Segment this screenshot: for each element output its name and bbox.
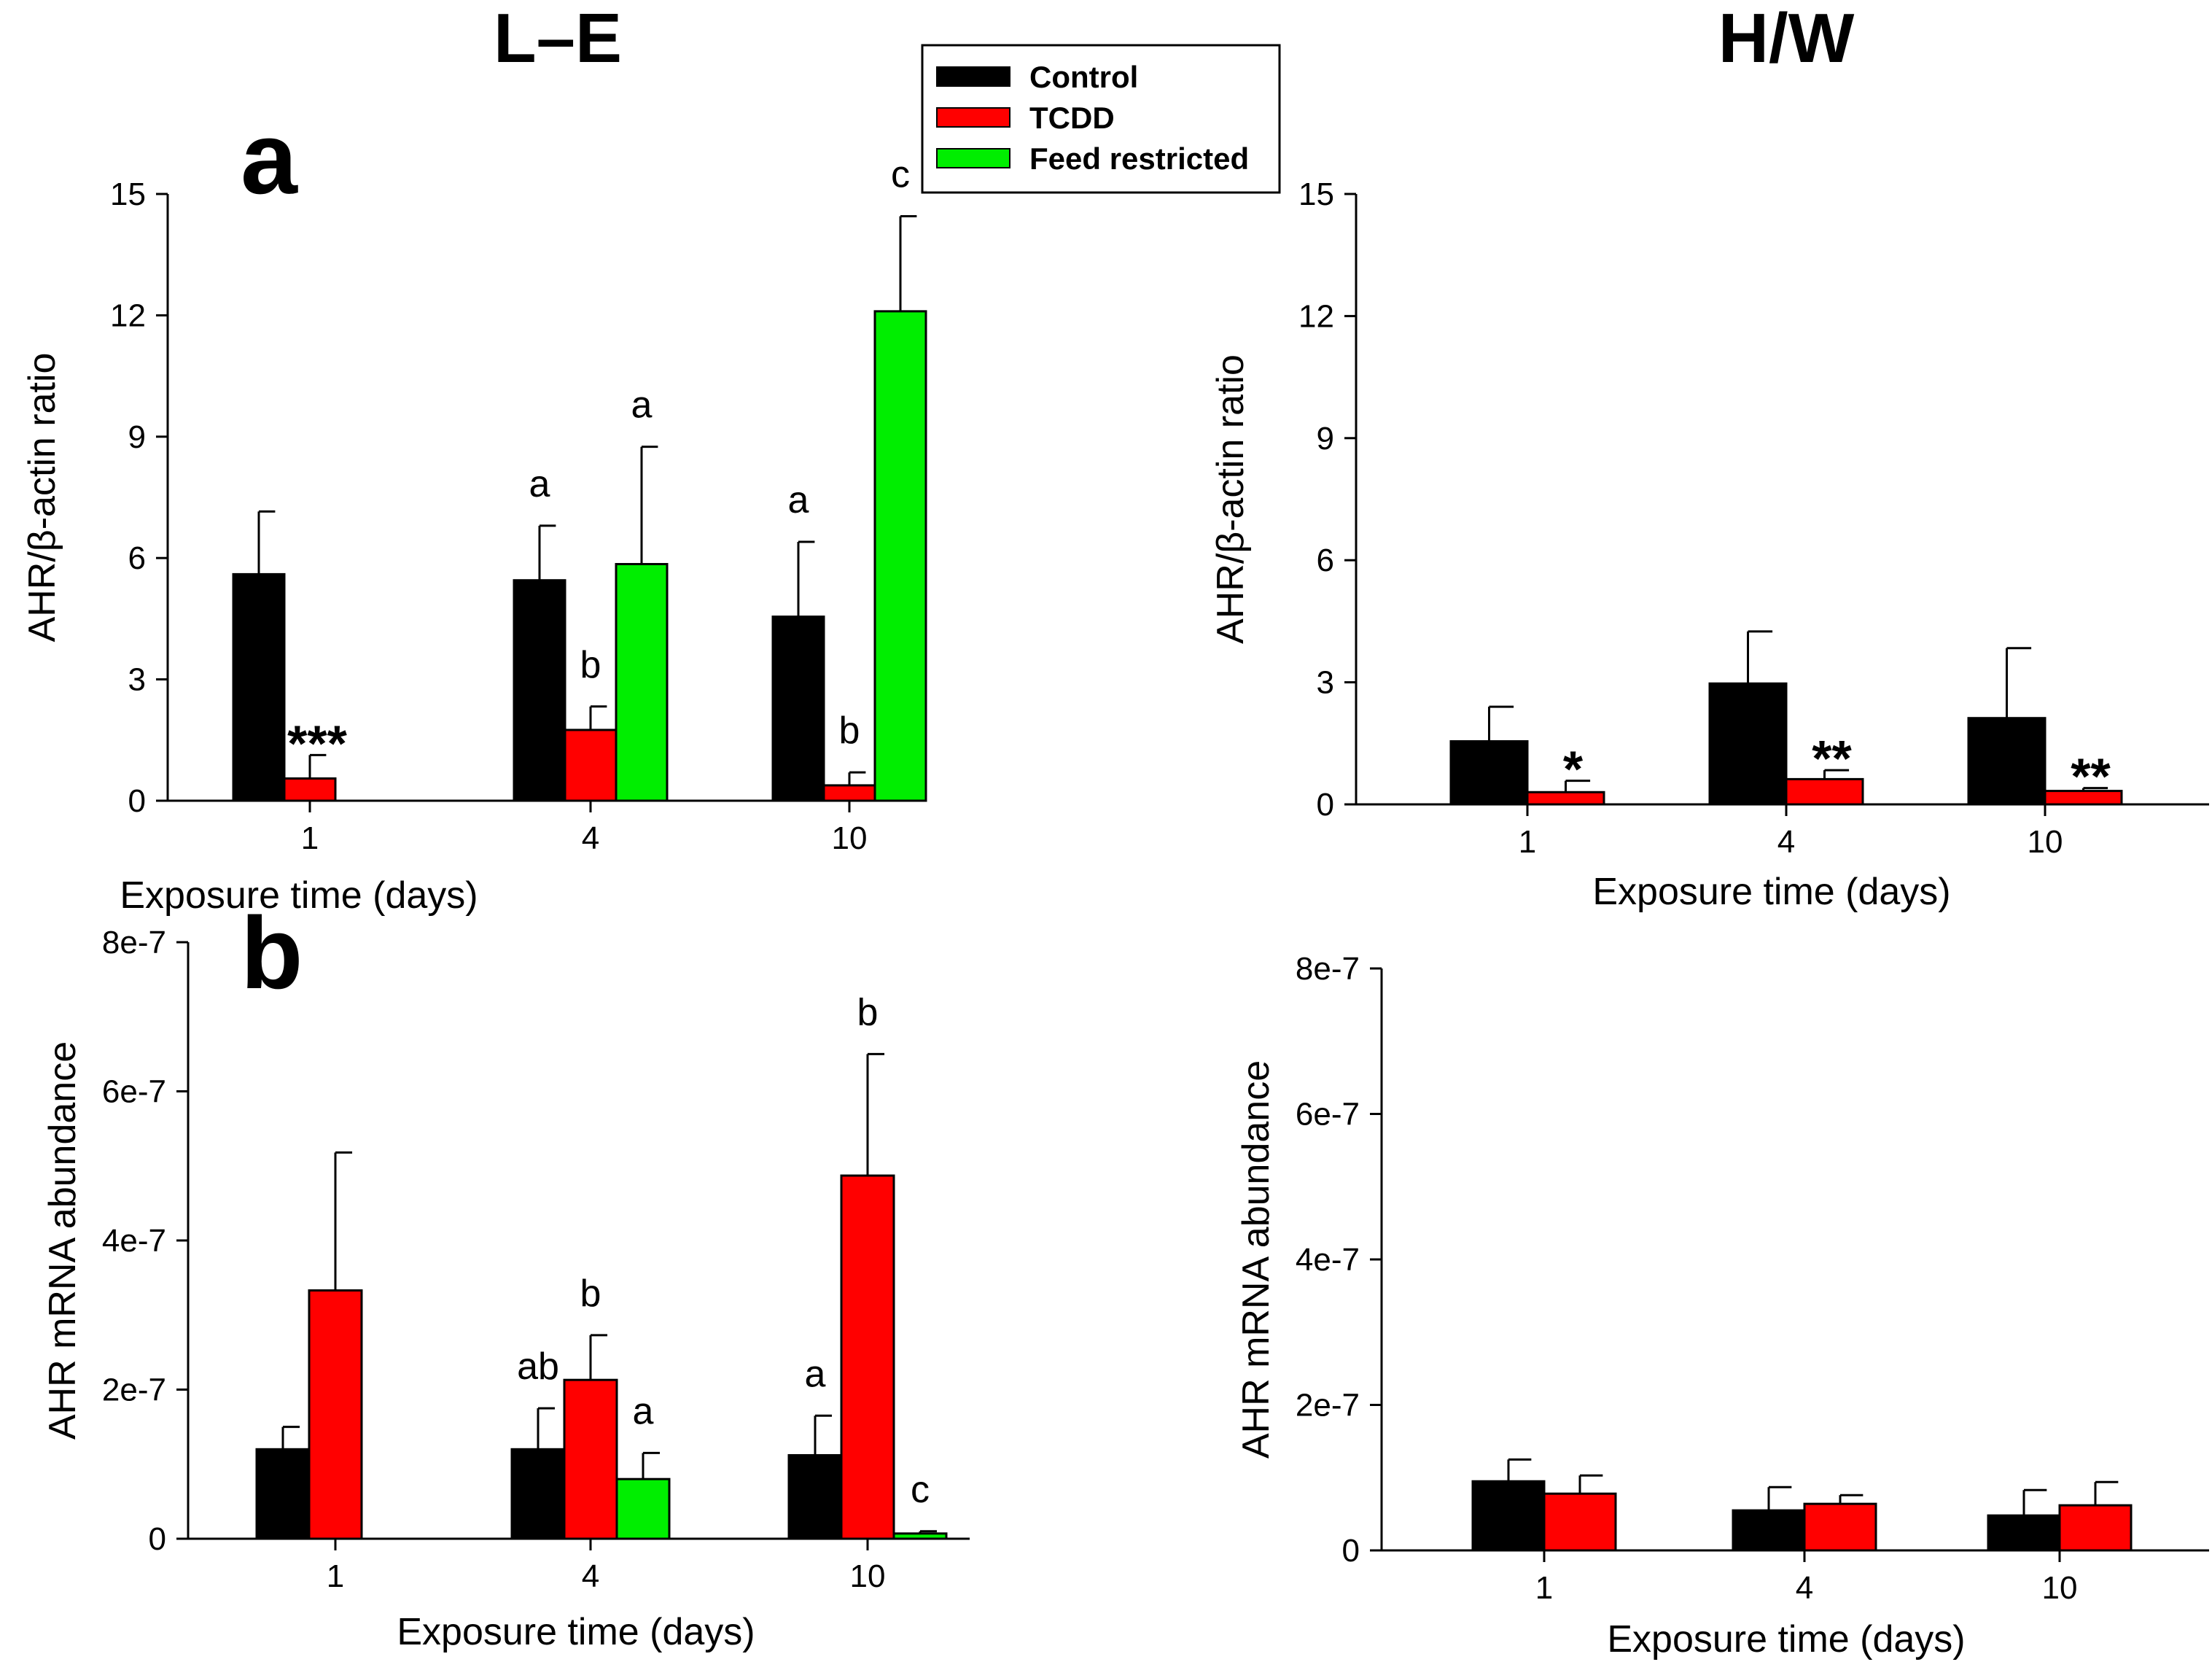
chart-le-mrna: 0 2e-7 4e-7 6e-7 8e-7 1 4 10 Exposure time (days… [42,925,970,1653]
x-tick-label: 1 [1535,1570,1553,1606]
significance-annotation: a [631,384,653,427]
y-tick-label: 8e-7 [102,925,166,960]
x-tick-label: 10 [2028,824,2063,860]
y-tick-label: 15 [110,176,146,212]
significance-annotation: b [580,644,601,686]
y-tick-label: 2e-7 [1296,1388,1360,1424]
bar-control [1967,717,2047,806]
bar-feed-restricted [615,563,669,802]
y-tick-label: 0 [1342,1533,1360,1569]
bar-control [255,1448,311,1540]
x-axis-title: Exposure time (days) [120,874,478,917]
significance-annotation: a [529,463,550,505]
column-title-left: L–E [494,0,622,77]
legend: Control TCDD Feed restricted [921,44,1281,194]
significance-annotation: b [857,991,879,1033]
legend-label-feed-restricted: Feed restricted [1029,141,1249,176]
y-tick-label: 6e-7 [1296,1097,1360,1133]
significance-annotation: a [805,1353,826,1395]
column-title-right: H/W [1718,0,1855,77]
legend-swatch-control [936,66,1010,87]
y-tick-label: 15 [1298,176,1334,212]
x-tick-label: 1 [1519,824,1536,860]
y-tick-label: 8e-7 [1296,951,1360,987]
bar-tcdd [2058,1504,2133,1552]
x-tick-label: 4 [1796,1570,1813,1606]
significance-annotation: ** [1812,730,1852,787]
bar-control [1732,1509,1806,1552]
bar-control [513,579,566,802]
y-tick-label: 3 [1317,665,1334,701]
bar-tcdd [563,1378,618,1540]
legend-label-tcdd: TCDD [1029,101,1115,135]
y-tick-label: 12 [110,298,146,333]
x-tick-label: 4 [1777,824,1795,860]
x-tick-label: 4 [582,1558,599,1594]
x-tick-label: 4 [582,820,599,856]
y-tick-label: 4e-7 [1296,1242,1360,1278]
chart-le-protein: 0 3 6 9 12 15 1 4 10 Exposure time (days) AHR/β-ac… [21,154,927,917]
panel-label-a: a [241,101,298,215]
significance-annotation: c [911,1469,930,1511]
x-tick-label: 1 [301,820,319,856]
x-tick-label: 10 [850,1558,886,1594]
bar-control [1708,682,1788,806]
x-axis-title: Exposure time (days) [1607,1618,1965,1661]
bar-feed-restricted [892,1532,948,1540]
chart-hw-protein: 0 3 6 9 12 15 1 4 10 Exposure time (days) AHR/β-ac… [1210,176,2209,913]
y-axis-title: AHR mRNA abundance [42,1041,84,1440]
y-axis-title: AHR/β-actin ratio [1210,354,1252,644]
y-tick-label: 6 [128,540,146,576]
significance-annotation: *** [287,715,347,772]
y-tick-label: 2e-7 [102,1372,166,1408]
bar-feed-restricted [873,310,927,802]
significance-annotation: * [1563,741,1584,798]
bar-control [1987,1514,2061,1552]
bar-tcdd [308,1289,363,1540]
legend-swatch-feed-restricted [936,148,1010,168]
y-tick-label: 12 [1298,298,1334,334]
significance-annotation: ab [517,1345,559,1388]
legend-swatch-tcdd [936,107,1010,128]
y-tick-label: 9 [1317,421,1334,457]
chart-hw-mrna: 0 2e-7 4e-7 6e-7 8e-7 1 4 10 Exposure time (days… [1235,951,2209,1661]
panel-label-b: b [241,896,303,1010]
bar-control [1471,1480,1546,1552]
bar-control [510,1448,566,1540]
bar-tcdd [283,777,337,802]
legend-label-control: Control [1029,60,1138,94]
x-axis-title: Exposure time (days) [1592,871,1950,913]
y-tick-label: 0 [128,783,146,819]
bar-feed-restricted [615,1477,671,1540]
x-tick-label: 1 [327,1558,344,1594]
significance-annotation: a [633,1390,654,1432]
bar-control [1449,740,1529,806]
x-tick-label: 10 [832,820,868,856]
y-tick-label: 6e-7 [102,1074,166,1110]
bar-control [787,1453,843,1540]
y-tick-label: 0 [149,1521,166,1557]
y-axis-title: AHR/β-actin ratio [21,353,63,642]
bar-tcdd [564,729,618,802]
x-tick-label: 10 [2042,1570,2078,1606]
bar-control [232,572,286,802]
significance-annotation: b [839,710,860,752]
bar-tcdd [822,784,876,802]
bar-tcdd [1803,1502,1877,1552]
bar-tcdd [1543,1492,1617,1552]
significance-annotation: c [891,154,910,196]
bar-tcdd [840,1174,895,1540]
y-tick-label: 3 [128,662,146,698]
significance-annotation: b [580,1273,601,1315]
significance-annotation: a [788,479,809,521]
y-tick-label: 4e-7 [102,1223,166,1259]
y-axis-title: AHR mRNA abundance [1235,1060,1277,1459]
y-tick-label: 6 [1317,543,1334,578]
significance-annotation: ** [2071,748,2111,805]
y-tick-label: 9 [128,419,146,455]
bar-control [771,615,825,802]
y-tick-label: 0 [1317,787,1334,823]
x-axis-title: Exposure time (days) [397,1611,755,1653]
